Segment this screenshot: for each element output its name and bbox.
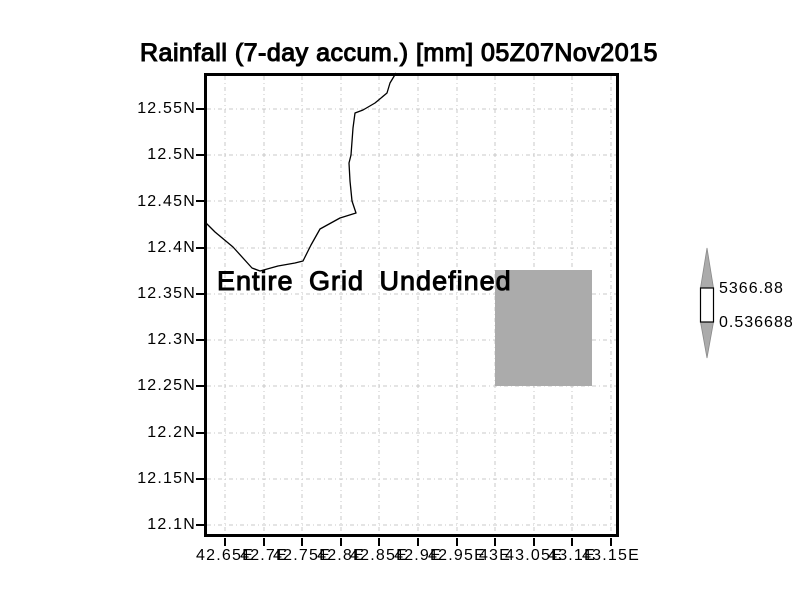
- y-axis-label: 12.4N: [147, 239, 196, 256]
- x-axis-label: 42.95E: [428, 547, 486, 564]
- y-axis-label: 12.2N: [147, 424, 196, 441]
- y-axis-label: 12.5N: [147, 146, 196, 163]
- y-axis-label: 12.35N: [137, 285, 196, 302]
- coastline: [204, 72, 397, 272]
- undefined-region-rect: [495, 270, 592, 386]
- colorbar-max-label: 5366.88: [719, 280, 784, 297]
- x-axis-label: 42.7E: [240, 547, 288, 564]
- x-axis-label: 42.9E: [394, 547, 442, 564]
- x-axis-label: 42.75E: [273, 547, 331, 564]
- colorbar-bottom-cone: [700, 321, 714, 359]
- gridlines: [207, 76, 617, 535]
- grid-undefined-message: Entire Grid Undefined: [217, 266, 512, 297]
- y-axis-label: 12.1N: [147, 516, 196, 533]
- x-axis-label: 43.05E: [505, 547, 563, 564]
- colorbar-body: [699, 287, 715, 323]
- colorbar-min-label: 0.536688: [719, 314, 792, 331]
- x-axis-label: 43E: [478, 547, 512, 564]
- colorbar: [699, 247, 715, 359]
- x-axis-label: 42.65E: [196, 547, 254, 564]
- y-axis-label: 12.25N: [137, 377, 196, 394]
- x-axis-label: 43.15E: [582, 547, 640, 564]
- colorbar-top-cone: [700, 247, 714, 289]
- y-axis-label: 12.15N: [137, 470, 196, 487]
- y-axis-label: 12.3N: [147, 331, 196, 348]
- x-axis-label: 42.85E: [350, 547, 408, 564]
- x-axis-label: 42.8E: [317, 547, 365, 564]
- plot-border: [204, 73, 619, 537]
- y-axis-label: 12.55N: [137, 100, 196, 117]
- y-axis-label: 12.45N: [137, 193, 196, 210]
- plot-title: Rainfall (7-day accum.) [mm] 05Z07Nov201…: [139, 38, 658, 67]
- x-axis-label: 43.1E: [548, 547, 596, 564]
- axis-ticks: [196, 108, 612, 546]
